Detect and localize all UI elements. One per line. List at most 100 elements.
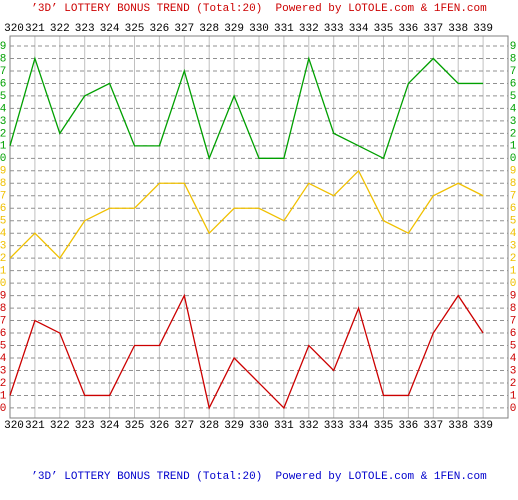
y-tick-label: 8 [510,303,517,315]
x-tick-label: 333 [324,23,344,35]
plot-frame [9,35,509,419]
y-tick-label: 8 [0,53,6,65]
y-tick-label: 1 [510,266,517,278]
y-tick-label: 2 [510,378,517,390]
x-tick-label: 323 [75,23,95,35]
x-tick-label: 326 [149,420,169,432]
x-tick-label: 339 [473,23,493,35]
x-tick-label: 330 [249,420,269,432]
y-tick-label: 0 [0,278,6,290]
y-tick-label: 6 [0,78,6,90]
y-tick-label: 3 [510,116,517,128]
x-tick-label: 331 [274,420,294,432]
y-tick-label: 9 [0,291,6,303]
y-tick-label: 6 [510,78,517,90]
x-tick-label: 333 [324,420,344,432]
y-tick-label: 0 [0,403,6,415]
chart-title: ’3D’ LOTTERY BONUS TREND (Total:20) Powe… [31,3,487,15]
y-tick-label: 1 [0,141,7,153]
x-tick-label: 320 [4,420,24,432]
x-tick-label: 327 [174,420,194,432]
x-tick-label: 323 [75,420,95,432]
y-tick-label: 2 [0,378,6,390]
y-tick-label: 7 [510,66,517,78]
y-tick-label: 9 [510,166,517,178]
y-tick-label: 9 [510,291,517,303]
y-tick-label: 0 [510,153,517,165]
chart-footer: ’3D’ LOTTERY BONUS TREND (Total:20) Powe… [31,471,487,483]
y-tick-label: 2 [510,253,517,265]
x-tick-label: 328 [199,420,219,432]
trend-line [9,293,484,410]
y-tick-label: 4 [0,103,7,115]
x-tick-label: 337 [423,420,443,432]
y-tick-label: 6 [510,328,517,340]
y-tick-label: 8 [510,178,517,190]
y-tick-label: 7 [0,191,6,203]
y-tick-label: 7 [0,66,6,78]
y-tick-label: 5 [0,91,6,103]
x-tick-label: 329 [224,23,244,35]
trend-line [9,56,484,161]
y-tick-label: 1 [510,141,517,153]
trend-line [9,169,484,260]
x-tick-label: 328 [199,23,219,35]
y-tick-label: 1 [510,390,517,402]
y-tick-label: 4 [0,228,7,240]
y-tick-label: 7 [0,315,6,327]
x-tick-label: 335 [374,420,394,432]
y-tick-label: 9 [0,41,6,53]
y-tick-label: 3 [0,116,6,128]
y-tick-label: 2 [0,128,6,140]
y-tick-label: 3 [0,241,6,253]
x-tick-label: 334 [349,23,369,35]
y-tick-label: 8 [0,303,6,315]
x-tick-label: 322 [50,23,70,35]
y-tick-label: 7 [510,315,517,327]
x-tick-label: 332 [299,23,319,35]
y-tick-label: 8 [510,53,517,65]
y-tick-label: 4 [510,353,517,365]
x-tick-label: 325 [125,23,145,35]
x-tick-label: 339 [473,420,493,432]
y-tick-label: 2 [510,128,517,140]
y-tick-label: 5 [510,216,517,228]
x-tick-label: 330 [249,23,269,35]
y-tick-label: 0 [0,153,6,165]
x-tick-label: 332 [299,420,319,432]
x-tick-label: 320 [4,23,24,35]
y-tick-label: 0 [510,403,517,415]
x-tick-label: 338 [448,420,468,432]
y-tick-label: 4 [510,228,517,240]
y-tick-label: 5 [0,216,6,228]
x-tick-label: 337 [423,23,443,35]
x-tick-label: 327 [174,23,194,35]
y-tick-label: 1 [0,390,7,402]
y-tick-label: 0 [510,278,517,290]
x-tick-label: 321 [25,420,45,432]
x-tick-label: 336 [398,23,418,35]
y-tick-label: 3 [0,365,6,377]
y-tick-label: 3 [510,365,517,377]
x-tick-label: 324 [100,23,120,35]
x-tick-label: 324 [100,420,120,432]
y-tick-label: 6 [0,203,6,215]
y-tick-label: 9 [0,166,6,178]
y-tick-label: 4 [0,353,7,365]
x-tick-label: 336 [398,420,418,432]
x-tick-label: 326 [149,23,169,35]
y-tick-label: 5 [510,340,517,352]
y-tick-label: 6 [510,203,517,215]
y-tick-label: 4 [510,103,517,115]
y-tick-label: 3 [510,241,517,253]
x-tick-label: 335 [374,23,394,35]
y-tick-label: 2 [0,253,6,265]
x-tick-label: 329 [224,420,244,432]
y-tick-label: 5 [0,340,6,352]
y-tick-label: 8 [0,178,6,190]
y-tick-label: 9 [510,41,517,53]
x-tick-label: 338 [448,23,468,35]
x-tick-label: 322 [50,420,70,432]
y-tick-label: 7 [510,191,517,203]
